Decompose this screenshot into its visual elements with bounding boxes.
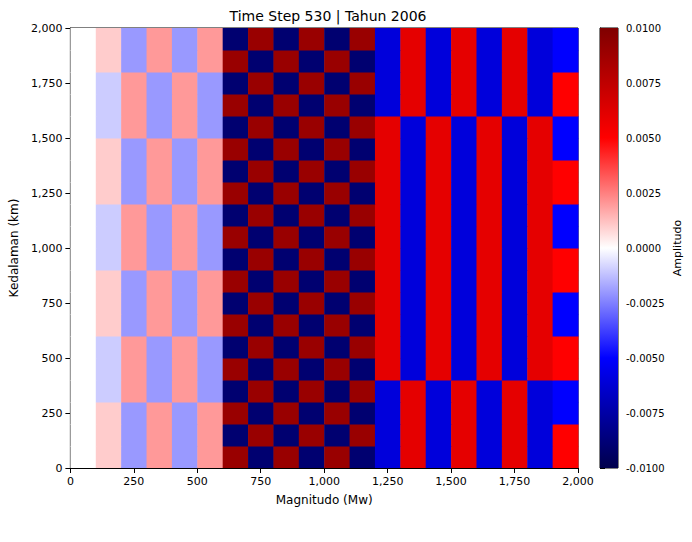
svg-text:0.0050: 0.0050 [626,133,661,144]
svg-text:-0.0100: -0.0100 [626,463,665,474]
svg-text:0: 0 [55,462,62,475]
svg-text:1,250: 1,250 [372,475,404,488]
svg-text:1,750: 1,750 [31,77,63,90]
svg-text:-0.0075: -0.0075 [626,408,665,419]
svg-text:0: 0 [67,475,74,488]
svg-text:2,000: 2,000 [562,475,594,488]
svg-text:-0.0025: -0.0025 [626,298,665,309]
svg-text:1,500: 1,500 [435,475,467,488]
svg-text:1,500: 1,500 [31,132,63,145]
svg-text:0.0100: 0.0100 [626,23,661,34]
svg-text:500: 500 [187,475,208,488]
svg-text:250: 250 [41,407,62,420]
svg-text:2,000: 2,000 [31,22,63,35]
svg-text:Amplitudo: Amplitudo [671,220,684,277]
svg-text:Kedalaman (km): Kedalaman (km) [7,199,21,298]
svg-text:1,750: 1,750 [499,475,531,488]
svg-text:500: 500 [41,352,62,365]
svg-text:1,250: 1,250 [31,187,63,200]
svg-text:750: 750 [250,475,271,488]
svg-text:-0.0050: -0.0050 [626,353,665,364]
svg-text:250: 250 [123,475,144,488]
svg-text:1,000: 1,000 [308,475,340,488]
svg-text:750: 750 [41,297,62,310]
svg-text:Magnitudo (Mw): Magnitudo (Mw) [276,493,373,507]
svg-text:1,000: 1,000 [31,242,63,255]
svg-text:0.0025: 0.0025 [626,188,661,199]
svg-text:0.0075: 0.0075 [626,78,661,89]
svg-text:Time Step 530 | Tahun 2006: Time Step 530 | Tahun 2006 [229,8,427,25]
svg-text:0.0000: 0.0000 [626,243,661,254]
